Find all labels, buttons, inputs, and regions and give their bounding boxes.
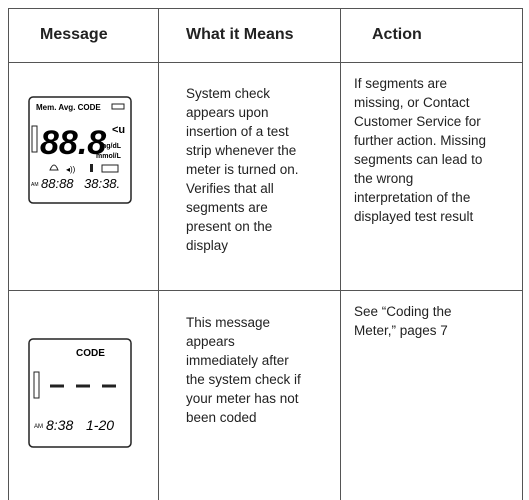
lcd-text: 38:38.	[84, 176, 120, 191]
lcd-text: mmol/L	[96, 153, 122, 160]
svg-text:<u: <u	[112, 124, 125, 136]
header-cell: Action	[372, 26, 422, 43]
action-line: Customer Service for	[354, 114, 481, 129]
meaning-line: strip whenever the	[186, 143, 297, 158]
lcd-text: 88:88	[41, 176, 74, 191]
lcd-text: mg/dL	[100, 143, 122, 150]
lcd-display: Mem. Avg. CODE 88.8 <u mg/dL mmol/L ◂)) …	[28, 96, 132, 204]
lcd-text: AM	[31, 182, 39, 188]
action-line: displayed test result	[354, 209, 474, 224]
action-line: missing, or Contact	[354, 95, 470, 110]
action-line: further action. Missing	[354, 133, 487, 148]
svg-text:◂)): ◂))	[66, 165, 76, 174]
meaning-line: meter is turned on.	[186, 162, 299, 177]
border	[8, 290, 523, 291]
border	[8, 62, 523, 63]
meaning-line: insertion of a test	[186, 124, 289, 139]
meaning-line: appears upon	[186, 105, 269, 120]
border	[158, 8, 159, 500]
lcd-text: AM	[34, 424, 43, 430]
action-line: segments can lead to	[354, 152, 483, 167]
meaning-line: System check	[186, 86, 271, 101]
meaning-line: segments are	[186, 200, 268, 215]
action-line: See “Coding the	[354, 304, 452, 319]
meaning-line: present on the	[186, 219, 273, 234]
lcd-text: CODE	[76, 348, 105, 359]
border	[522, 8, 523, 500]
meaning-line: This message	[186, 315, 271, 330]
meaning-line: your meter has not	[186, 391, 299, 406]
border	[8, 8, 9, 500]
header-cell: What it Means	[186, 26, 294, 43]
lcd-text: 1-20	[86, 417, 114, 433]
meaning-line: been coded	[186, 410, 257, 425]
meaning-line: the system check if	[186, 372, 301, 387]
meaning-line: Verifies that all	[186, 181, 274, 196]
action-line: Meter,” pages 7	[354, 323, 448, 338]
lcd-display: CODE AM 8:38 1-20	[28, 338, 132, 448]
meaning-line: immediately after	[186, 353, 289, 368]
lcd-text: 8:38	[46, 417, 73, 433]
action-line: If segments are	[354, 76, 448, 91]
lcd-text: Mem. Avg. CODE	[36, 103, 101, 112]
header-cell: Message	[40, 26, 108, 43]
lcd-digits: 88.8	[40, 124, 106, 162]
meaning-line: display	[186, 238, 229, 253]
border	[8, 8, 523, 9]
action-line: the wrong	[354, 171, 414, 186]
meaning-line: appears	[186, 334, 235, 349]
border	[340, 8, 341, 500]
action-line: interpretation of the	[354, 190, 471, 205]
